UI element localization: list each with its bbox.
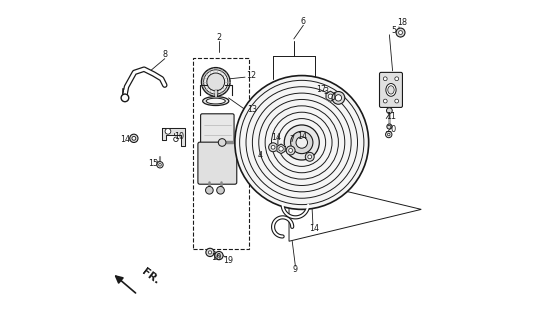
Circle shape (209, 251, 212, 254)
Circle shape (296, 137, 307, 148)
Ellipse shape (203, 97, 229, 106)
Circle shape (291, 131, 313, 154)
Ellipse shape (206, 98, 225, 104)
Circle shape (386, 131, 392, 138)
Circle shape (269, 143, 277, 152)
Bar (193, 58, 249, 249)
Text: 19: 19 (223, 256, 233, 265)
Circle shape (279, 147, 283, 151)
Text: 6: 6 (301, 17, 306, 26)
Circle shape (395, 99, 399, 103)
Circle shape (218, 139, 226, 146)
Text: 14: 14 (272, 133, 281, 142)
Circle shape (328, 94, 333, 99)
Circle shape (286, 146, 295, 155)
Text: FR.: FR. (140, 267, 161, 286)
Polygon shape (162, 128, 186, 146)
Text: 20: 20 (386, 125, 396, 134)
Text: 4: 4 (258, 151, 263, 160)
Text: 14: 14 (120, 135, 130, 144)
Circle shape (388, 133, 390, 136)
Circle shape (271, 145, 275, 149)
Ellipse shape (386, 84, 396, 96)
Circle shape (387, 108, 392, 114)
Text: 9: 9 (293, 265, 298, 275)
Circle shape (335, 95, 342, 101)
Text: 2: 2 (216, 33, 222, 42)
Circle shape (206, 248, 214, 257)
Circle shape (207, 73, 225, 91)
Circle shape (217, 187, 224, 194)
Circle shape (157, 162, 163, 168)
Text: 3: 3 (323, 87, 328, 96)
Text: 12: 12 (246, 71, 256, 80)
Circle shape (399, 31, 402, 35)
Circle shape (204, 70, 228, 94)
Circle shape (332, 92, 345, 104)
Circle shape (383, 99, 387, 103)
Circle shape (159, 164, 161, 166)
Circle shape (305, 152, 314, 161)
Polygon shape (326, 91, 335, 101)
Text: 10: 10 (174, 132, 184, 140)
Circle shape (387, 124, 392, 129)
Text: 14: 14 (297, 132, 307, 140)
Circle shape (258, 155, 266, 162)
Circle shape (121, 94, 129, 102)
Circle shape (289, 148, 293, 152)
Circle shape (383, 77, 387, 81)
Circle shape (308, 155, 312, 159)
Circle shape (165, 128, 171, 134)
Text: 8: 8 (162, 50, 167, 59)
Text: 14: 14 (310, 224, 319, 233)
Text: 13: 13 (248, 105, 257, 114)
Text: 17: 17 (316, 85, 326, 94)
Circle shape (217, 254, 220, 257)
FancyBboxPatch shape (380, 72, 402, 108)
Text: 18: 18 (397, 19, 407, 28)
Text: 15: 15 (149, 159, 159, 168)
Text: 16: 16 (211, 253, 221, 262)
Circle shape (201, 68, 230, 96)
Circle shape (132, 136, 136, 140)
Circle shape (255, 151, 269, 165)
Circle shape (396, 28, 405, 37)
Circle shape (284, 125, 319, 160)
Circle shape (215, 252, 223, 260)
Ellipse shape (388, 86, 394, 94)
Circle shape (206, 187, 213, 194)
Circle shape (130, 134, 138, 142)
Circle shape (395, 77, 399, 81)
Text: 7: 7 (289, 135, 295, 144)
Text: 11: 11 (386, 113, 396, 122)
FancyBboxPatch shape (200, 114, 234, 152)
Circle shape (235, 76, 369, 209)
FancyBboxPatch shape (198, 142, 237, 184)
Text: 5: 5 (392, 27, 397, 36)
Polygon shape (277, 144, 285, 154)
Circle shape (174, 137, 178, 141)
